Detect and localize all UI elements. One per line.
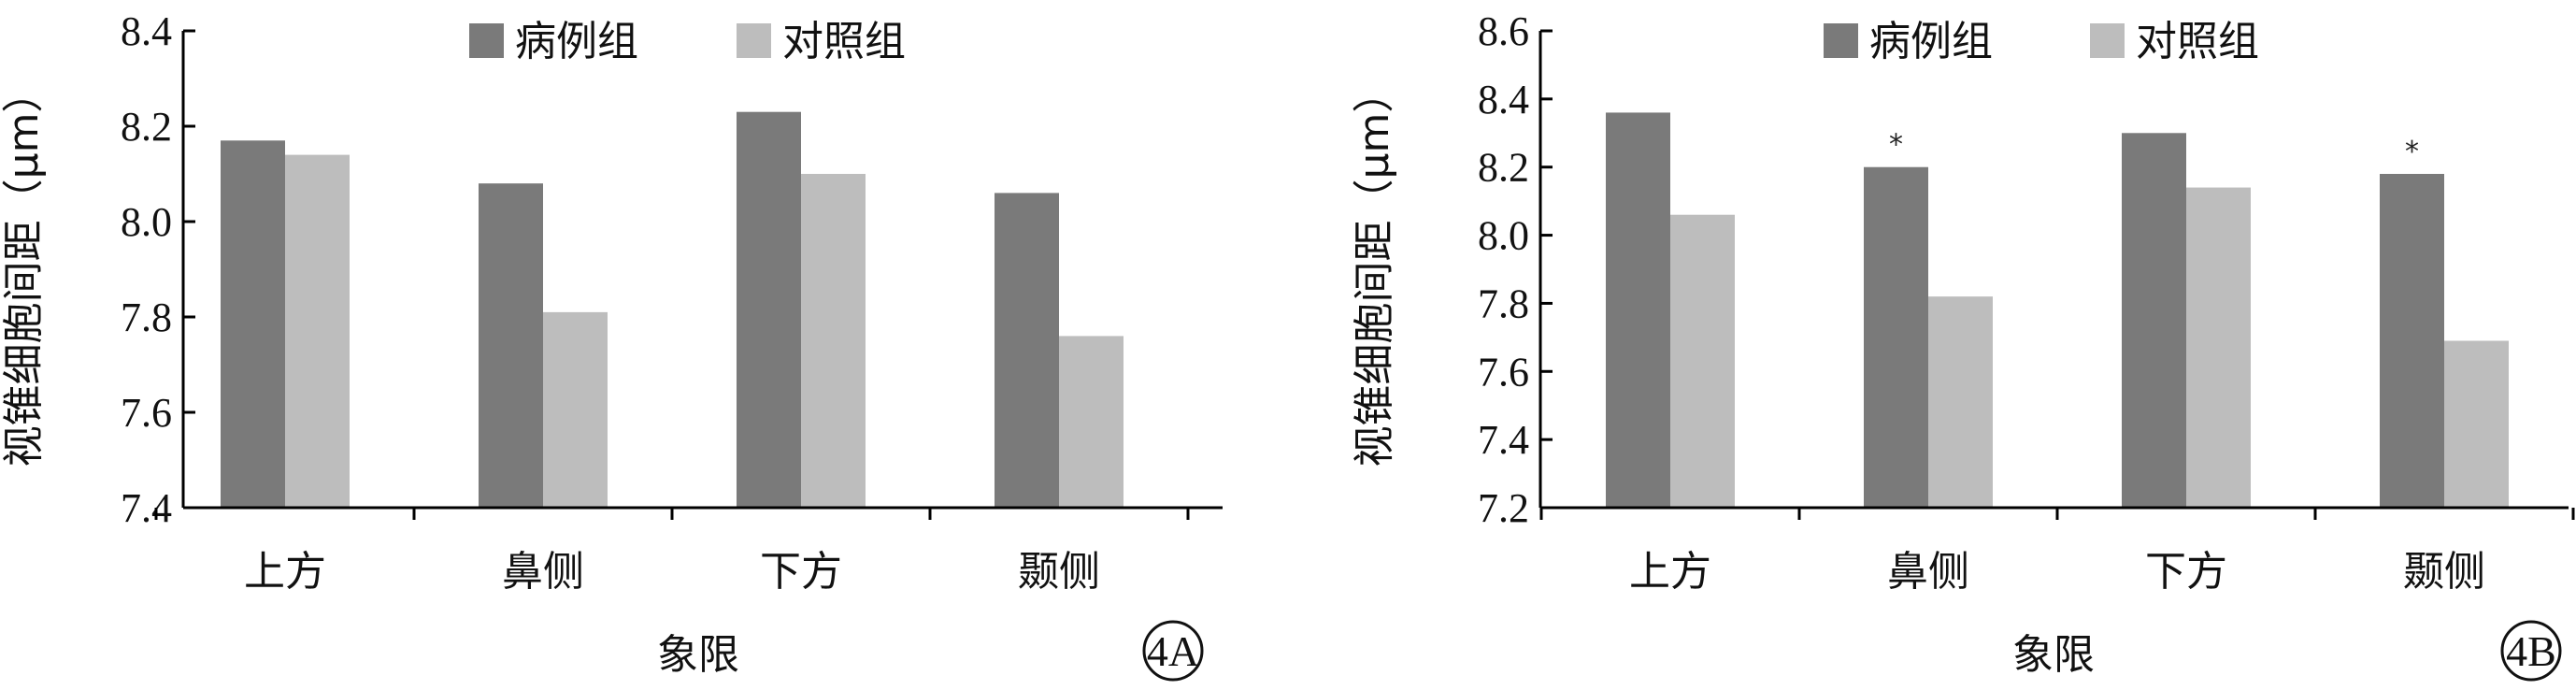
y-axis-title: 视锥细胞间距（μm） [0, 72, 48, 467]
y-tick-label: 8.4 [121, 8, 172, 54]
y-tick-label: 7.4 [121, 485, 172, 531]
bar-control-2 [801, 174, 866, 508]
y-tick-label: 7.8 [1478, 280, 1529, 326]
y-axis-title: 视锥细胞间距（μm） [1351, 72, 1398, 467]
bar-control-1 [543, 311, 608, 508]
panel-label-circle [1142, 620, 1204, 682]
significance-marker: * [2405, 136, 2419, 168]
bar-case-3 [995, 193, 1059, 508]
y-tick-label: 7.4 [1478, 417, 1529, 463]
y-tick-label: 8.0 [1478, 213, 1529, 259]
legend-swatch-case [469, 23, 504, 58]
y-tick-label: 8.4 [1478, 77, 1529, 122]
bar-control-3 [1059, 336, 1123, 508]
significance-marker: * [1889, 129, 1903, 162]
x-axis-title: 象限 [2012, 631, 2095, 679]
panel-label: 4A [1147, 627, 1199, 675]
x-tick-label: 鼻侧 [1887, 548, 1969, 596]
x-tick-label: 颞侧 [2403, 548, 2485, 596]
legend-swatch-case [1824, 23, 1858, 58]
bar-control-3 [2444, 340, 2509, 508]
x-tick-label: 下方 [760, 548, 842, 596]
legend-label-control: 对照组 [782, 18, 906, 65]
bar-case-0 [1606, 112, 1670, 508]
bar-case-1 [479, 183, 543, 508]
x-tick-label: 鼻侧 [502, 548, 584, 596]
y-tick-label: 7.8 [121, 295, 172, 340]
legend-label-control: 对照组 [2136, 18, 2259, 65]
bar-case-2 [737, 111, 801, 508]
bar-control-1 [1928, 296, 1993, 508]
x-tick-label: 下方 [2145, 548, 2227, 596]
y-tick-label: 8.6 [1478, 8, 1529, 54]
x-tick-label: 颞侧 [1018, 548, 1100, 596]
legend-label-case: 病例组 [515, 18, 638, 65]
bar-control-2 [2186, 187, 2251, 509]
x-tick-label: 上方 [244, 548, 326, 596]
y-tick-label: 7.6 [121, 390, 172, 436]
bar-case-0 [221, 140, 285, 509]
bar-case-2 [2122, 133, 2186, 509]
legend-swatch-control [2090, 23, 2125, 58]
x-tick-label: 上方 [1629, 548, 1711, 596]
bar-control-0 [1670, 214, 1735, 508]
legend-swatch-control [737, 23, 771, 58]
y-tick-label: 7.6 [1478, 349, 1529, 395]
panel-label-circle [2500, 620, 2562, 682]
y-tick-label: 8.2 [121, 104, 172, 150]
y-tick-label: 8.0 [121, 199, 172, 245]
x-axis-title: 象限 [657, 631, 739, 679]
bar-case-1 [1864, 166, 1928, 508]
bar-control-0 [285, 154, 350, 508]
y-tick-label: 7.2 [1478, 485, 1529, 531]
bar-case-3 [2380, 174, 2444, 508]
y-tick-label: 8.2 [1478, 145, 1529, 191]
legend-label-case: 病例组 [1869, 18, 1993, 65]
panel-label: 4B [2506, 627, 2556, 675]
